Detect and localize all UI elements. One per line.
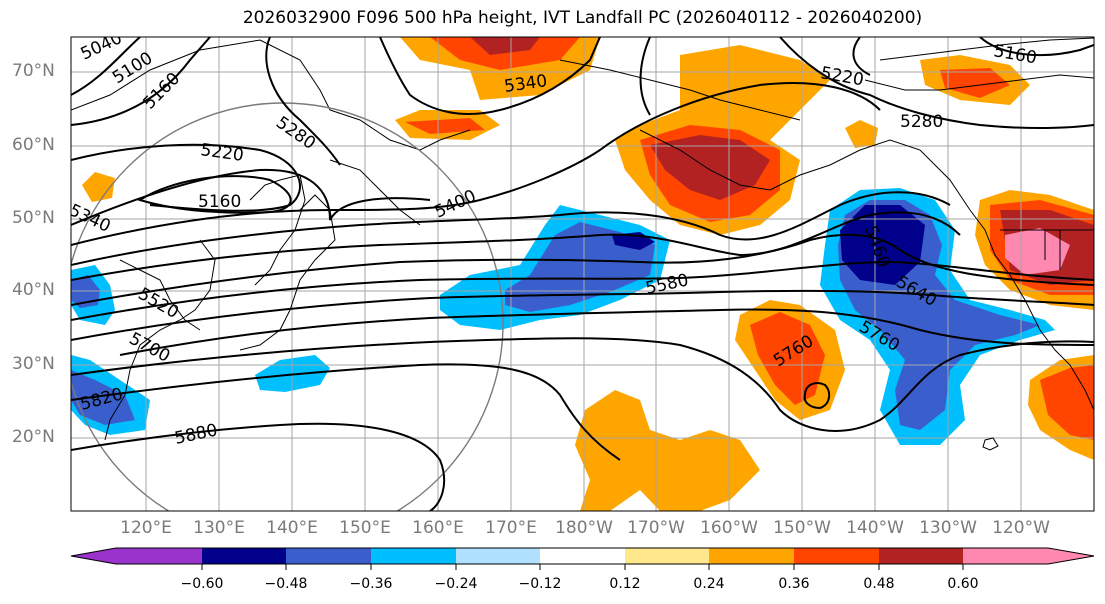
colorbar-bin bbox=[456, 548, 540, 564]
colorbar-tick-label: 0.60 bbox=[947, 576, 979, 592]
lon-label: 130°E bbox=[193, 518, 245, 538]
height-contours bbox=[71, 37, 1094, 511]
colorbar-tick-label: 0.36 bbox=[778, 576, 810, 592]
colorbar-bin bbox=[963, 548, 1048, 564]
map-frame bbox=[70, 36, 1095, 512]
lon-label: 170°W bbox=[627, 518, 685, 538]
lat-label: 40°N bbox=[12, 280, 55, 300]
lat-label: 60°N bbox=[12, 135, 55, 155]
lon-label: 140°W bbox=[846, 518, 904, 538]
lon-label: 160°W bbox=[700, 518, 758, 538]
colorbar-bin bbox=[116, 548, 202, 564]
colorbar-tick-label: 0.48 bbox=[863, 576, 895, 592]
lat-label: 30°N bbox=[12, 354, 55, 374]
lon-label: 170°E bbox=[485, 518, 537, 538]
colorbar bbox=[70, 547, 1095, 570]
colorbar-tick-label: −0.60 bbox=[180, 576, 224, 592]
contour-label: 5160 bbox=[198, 192, 241, 212]
lat-label: 20°N bbox=[12, 427, 55, 447]
colorbar-high-extend bbox=[1048, 548, 1094, 564]
lat-label: 50°N bbox=[12, 208, 55, 228]
lon-label: 120°E bbox=[120, 518, 172, 538]
lon-label: 150°E bbox=[339, 518, 391, 538]
lon-label: 140°E bbox=[266, 518, 318, 538]
colorbar-bin bbox=[794, 548, 879, 564]
colorbar-tick-label: −0.24 bbox=[434, 576, 478, 592]
colorbar-tick-label: 0.12 bbox=[609, 576, 641, 592]
lon-label: 120°W bbox=[992, 518, 1050, 538]
colorbar-bin bbox=[202, 548, 286, 564]
lon-label: 180°W bbox=[555, 518, 613, 538]
colorbar-bin bbox=[286, 548, 371, 564]
colorbar-tick-label: 0.24 bbox=[693, 576, 725, 592]
map-title: 2026032900 F096 500 hPa height, IVT Land… bbox=[242, 8, 923, 28]
colorbar-tick-label: −0.48 bbox=[264, 576, 308, 592]
coastlines bbox=[71, 37, 1094, 451]
lon-label: 160°E bbox=[412, 518, 464, 538]
lon-label: 150°W bbox=[773, 518, 831, 538]
colorbar-tick-label: −0.12 bbox=[518, 576, 562, 592]
positive-anomaly-shading bbox=[82, 37, 1094, 511]
colorbar-bin bbox=[540, 548, 625, 564]
negative-anomaly-shading bbox=[71, 188, 1055, 445]
colorbar-bin bbox=[879, 548, 963, 564]
colorbar-bin bbox=[625, 548, 709, 564]
colorbar-low-extend bbox=[71, 548, 116, 564]
contour-label: 5280 bbox=[900, 112, 943, 132]
lat-label: 70°N bbox=[12, 61, 55, 81]
colorbar-bin bbox=[371, 548, 456, 564]
lon-label: 130°W bbox=[919, 518, 977, 538]
colorbar-bin bbox=[709, 548, 794, 564]
colorbar-tick-label: −0.36 bbox=[349, 576, 393, 592]
